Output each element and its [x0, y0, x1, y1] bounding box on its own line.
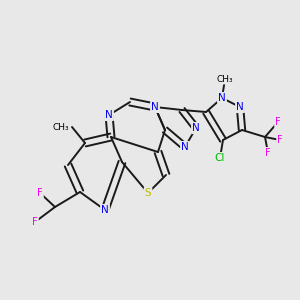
Text: F: F: [277, 135, 283, 145]
Text: Cl: Cl: [215, 153, 225, 163]
Text: N: N: [181, 142, 189, 152]
Text: F: F: [265, 148, 271, 158]
Text: N: N: [151, 102, 159, 112]
Text: N: N: [101, 205, 109, 215]
Text: CH₃: CH₃: [52, 122, 69, 131]
Text: F: F: [37, 188, 43, 198]
Text: N: N: [236, 102, 244, 112]
Text: N: N: [105, 110, 113, 120]
Text: N: N: [192, 123, 200, 133]
Text: S: S: [145, 188, 151, 198]
Text: F: F: [32, 217, 38, 227]
Text: N: N: [218, 93, 226, 103]
Text: CH₃: CH₃: [217, 74, 233, 83]
Text: F: F: [275, 117, 281, 127]
